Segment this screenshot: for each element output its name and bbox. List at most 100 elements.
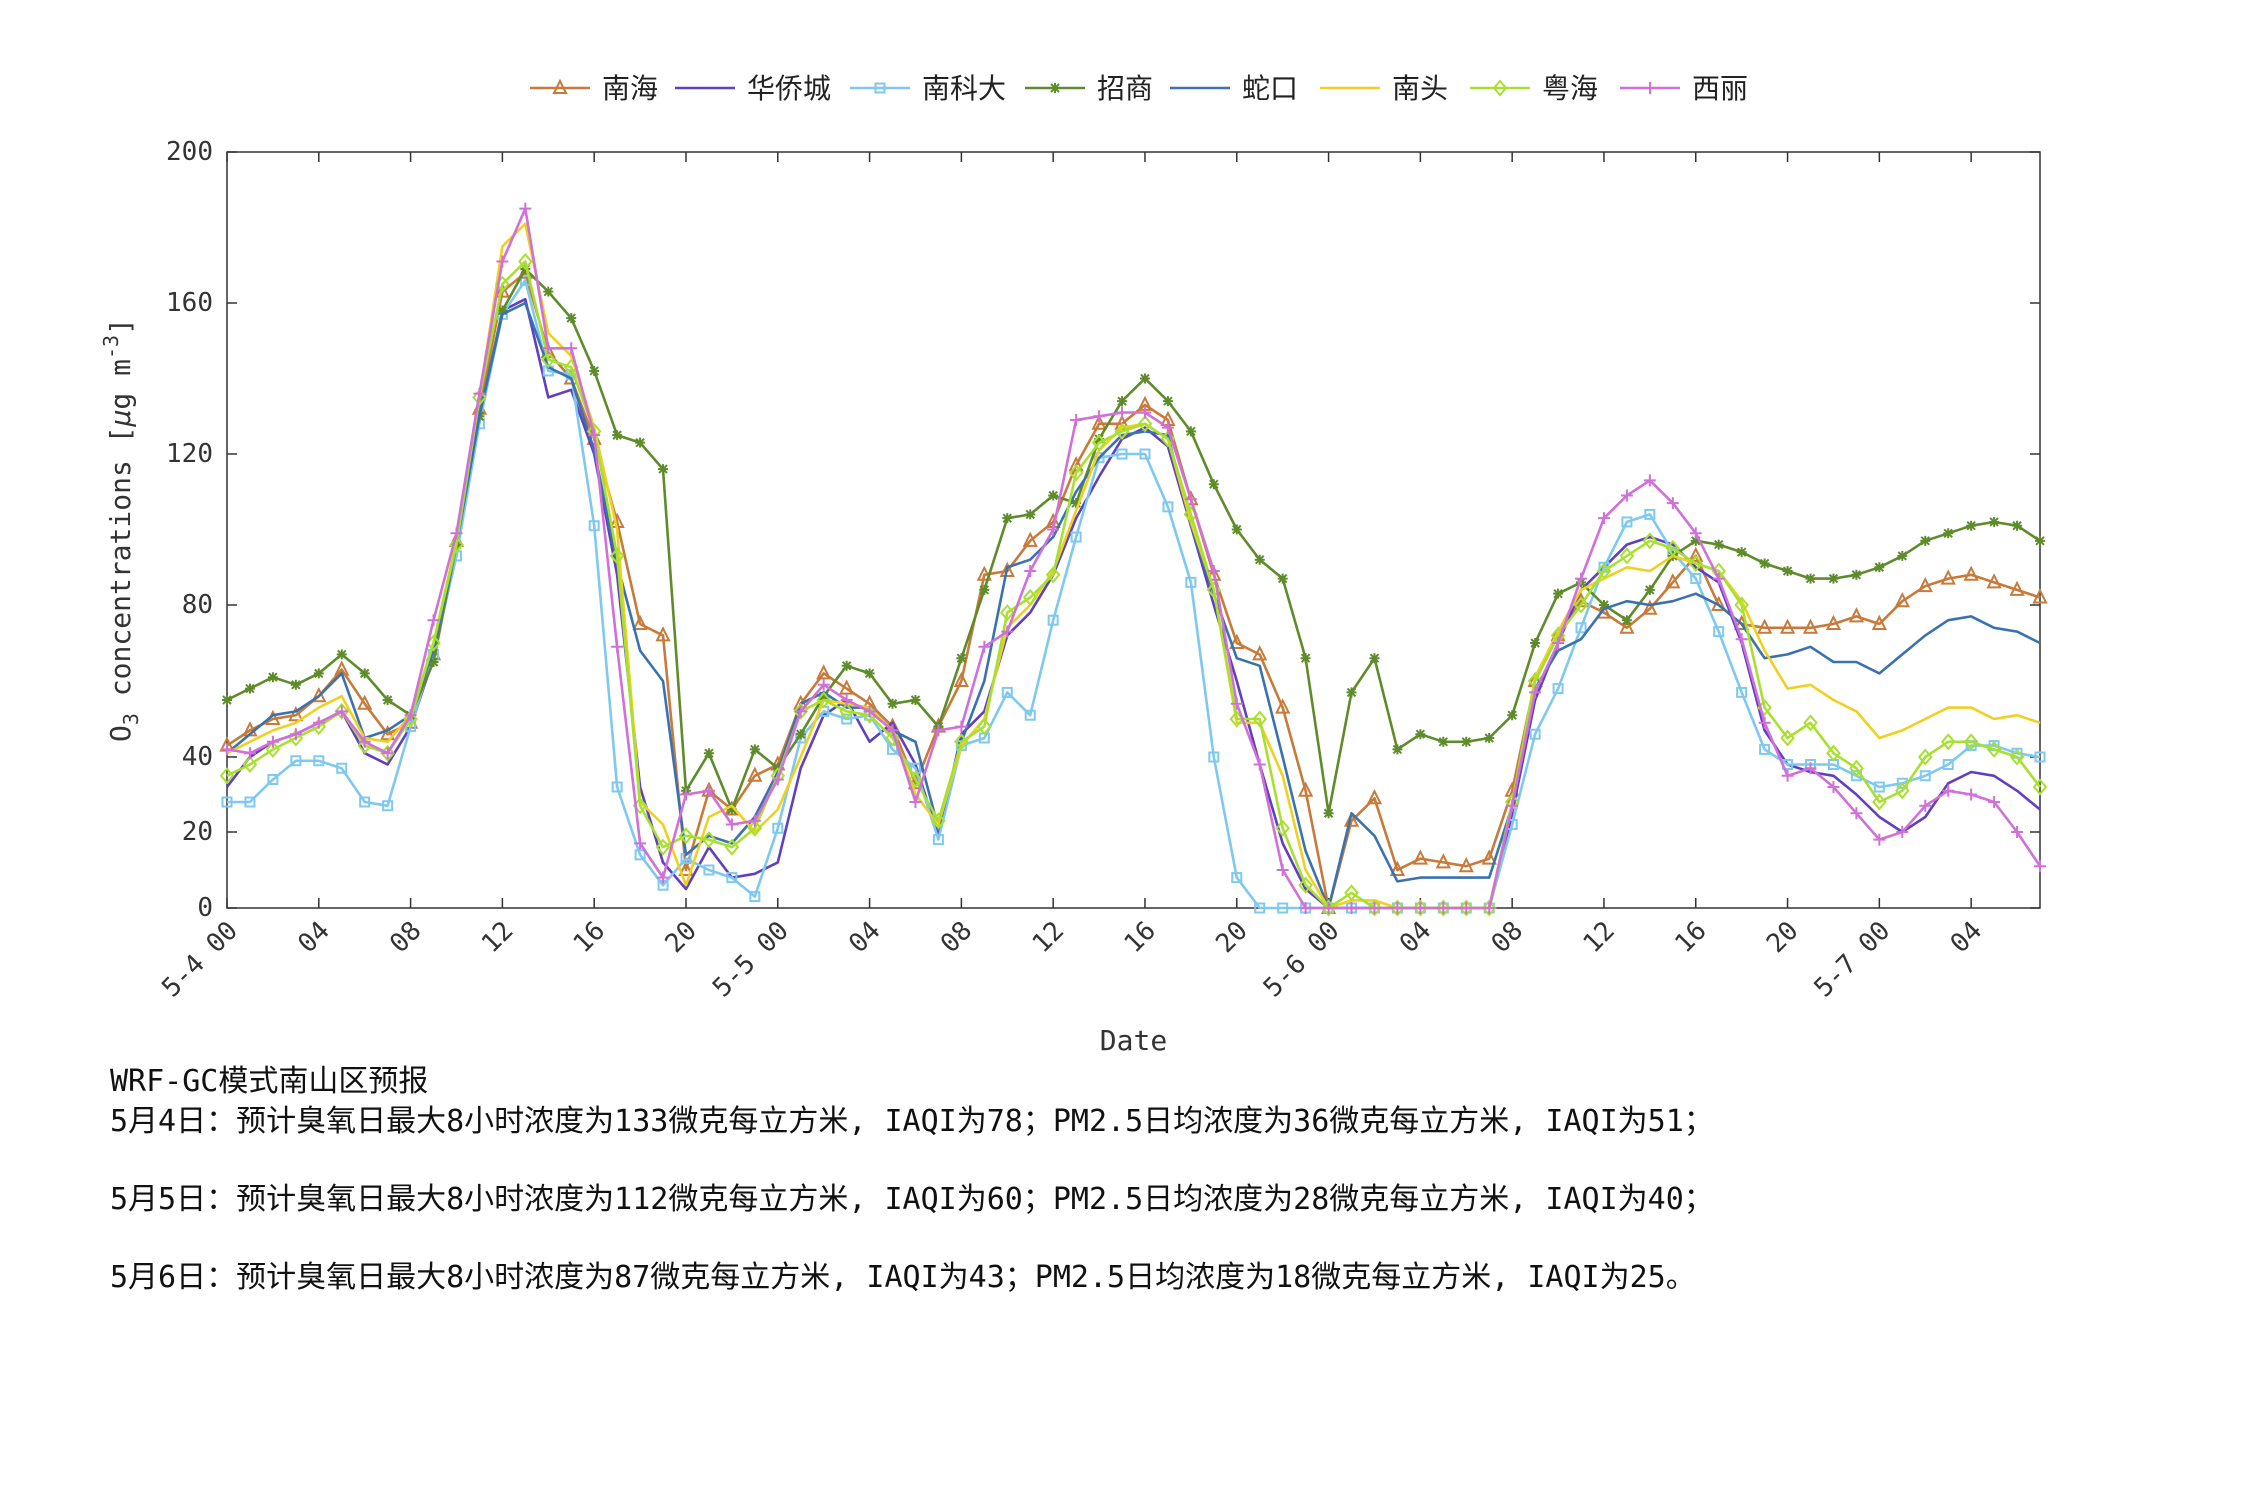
legend-label: 南头 <box>1392 72 1448 105</box>
star-marker <box>979 584 990 595</box>
diamond-marker <box>609 547 625 565</box>
plus-marker <box>1322 902 1335 914</box>
plus-marker <box>519 202 532 215</box>
square-marker <box>1208 751 1220 763</box>
diamond-marker <box>1826 744 1841 762</box>
plus-marker <box>450 527 463 540</box>
diamond-marker <box>1803 714 1818 732</box>
plus-marker <box>1781 769 1794 782</box>
star-marker <box>267 672 278 683</box>
triangle-marker <box>1366 789 1383 805</box>
plus-marker <box>1827 781 1840 793</box>
diamond-marker <box>1619 547 1635 565</box>
plus-marker <box>1758 716 1771 729</box>
star-marker <box>1392 744 1403 755</box>
diamond-marker <box>1022 588 1038 606</box>
diamond-marker <box>977 718 992 736</box>
star-marker <box>1598 600 1609 610</box>
plus-marker <box>679 788 692 801</box>
plus-marker <box>542 342 555 355</box>
diamond-marker <box>1091 434 1107 452</box>
plus-marker <box>1024 565 1037 578</box>
x-tick-label: 5-6 00 <box>1258 916 1346 1004</box>
plus-marker <box>794 705 807 718</box>
series-line-0 <box>226 271 2041 910</box>
diamond-marker <box>1298 876 1313 894</box>
triangle-marker <box>1206 565 1222 581</box>
plus-marker <box>909 796 922 808</box>
forecast-notes: WRF-GC模式南山区预报 5月4日：预计臭氧日最大8小时浓度为133微克每立方… <box>110 1062 1714 1298</box>
triangle-marker <box>357 694 373 710</box>
plus-marker <box>2011 826 2024 838</box>
star-marker <box>1323 808 1334 819</box>
plus-marker <box>1965 788 1978 801</box>
star-marker <box>1050 83 1060 93</box>
series-line-6 <box>226 260 2042 910</box>
x-tick-label: 20 <box>660 916 703 959</box>
x-tick-label: 08 <box>1486 916 1529 959</box>
diamond-marker <box>1642 532 1658 550</box>
diamond-marker <box>472 388 487 406</box>
plus-marker <box>473 387 486 400</box>
triangle-marker <box>1986 573 2002 589</box>
star-marker <box>703 748 714 759</box>
triangle-marker <box>1871 614 1887 630</box>
diamond-marker <box>793 702 809 720</box>
plus-marker <box>1666 497 1679 510</box>
x-tick-label: 08 <box>384 916 427 959</box>
plus-marker <box>381 747 394 760</box>
plus-marker <box>1483 902 1496 914</box>
star-marker <box>497 305 508 316</box>
diamond-marker <box>1252 710 1268 728</box>
square-marker <box>1139 448 1151 460</box>
triangle-marker <box>1091 414 1107 430</box>
y-tick-label: 120 <box>166 439 213 469</box>
square-marker <box>588 520 600 532</box>
plus-marker <box>1942 784 1955 797</box>
triangle-marker <box>288 705 304 722</box>
diamond-marker <box>1321 899 1336 917</box>
square-marker <box>221 796 233 808</box>
plus-marker <box>1230 697 1243 710</box>
diamond-marker <box>1137 415 1153 433</box>
diamond-marker <box>678 827 694 845</box>
x-tick-label: 04 <box>292 916 335 959</box>
square-marker <box>382 800 394 812</box>
diamond-marker <box>839 702 854 720</box>
plus-marker <box>1804 762 1817 775</box>
legend-label: 南科大 <box>922 72 1006 105</box>
star-marker <box>1644 584 1655 595</box>
x-tick-label: 5-7 00 <box>1809 916 1897 1004</box>
y-axis-label: O3 concentrations [μg m-3] <box>99 318 143 742</box>
diamond-marker <box>885 729 900 747</box>
square-marker <box>703 864 715 876</box>
square-marker <box>1047 614 1059 626</box>
star-marker <box>1117 396 1128 407</box>
plus-marker <box>1093 410 1106 423</box>
triangle-marker <box>655 626 671 642</box>
plus-marker <box>1460 902 1473 914</box>
square-marker <box>2034 751 2046 763</box>
legend-label: 粤海 <box>1542 72 1598 105</box>
plus-marker <box>702 784 715 797</box>
plus-marker <box>1689 527 1702 540</box>
diamond-marker <box>540 351 556 369</box>
star-marker <box>1920 535 1931 546</box>
plus-marker <box>1047 523 1060 536</box>
square-marker <box>1621 516 1633 528</box>
square-marker <box>932 834 944 846</box>
plus-marker <box>358 735 371 748</box>
square-marker <box>359 796 371 808</box>
star-marker <box>2035 535 2045 546</box>
star-marker <box>841 660 852 671</box>
star-marker <box>382 695 393 705</box>
diamond-marker <box>999 604 1015 622</box>
plus-marker <box>634 837 647 850</box>
diamond-marker <box>862 706 877 724</box>
plus-marker <box>1001 625 1014 638</box>
star-marker <box>244 683 255 694</box>
star-marker <box>1966 520 1977 531</box>
series-line-4 <box>226 301 2041 910</box>
square-marker <box>1162 501 1174 513</box>
diamond-marker <box>1573 596 1589 614</box>
